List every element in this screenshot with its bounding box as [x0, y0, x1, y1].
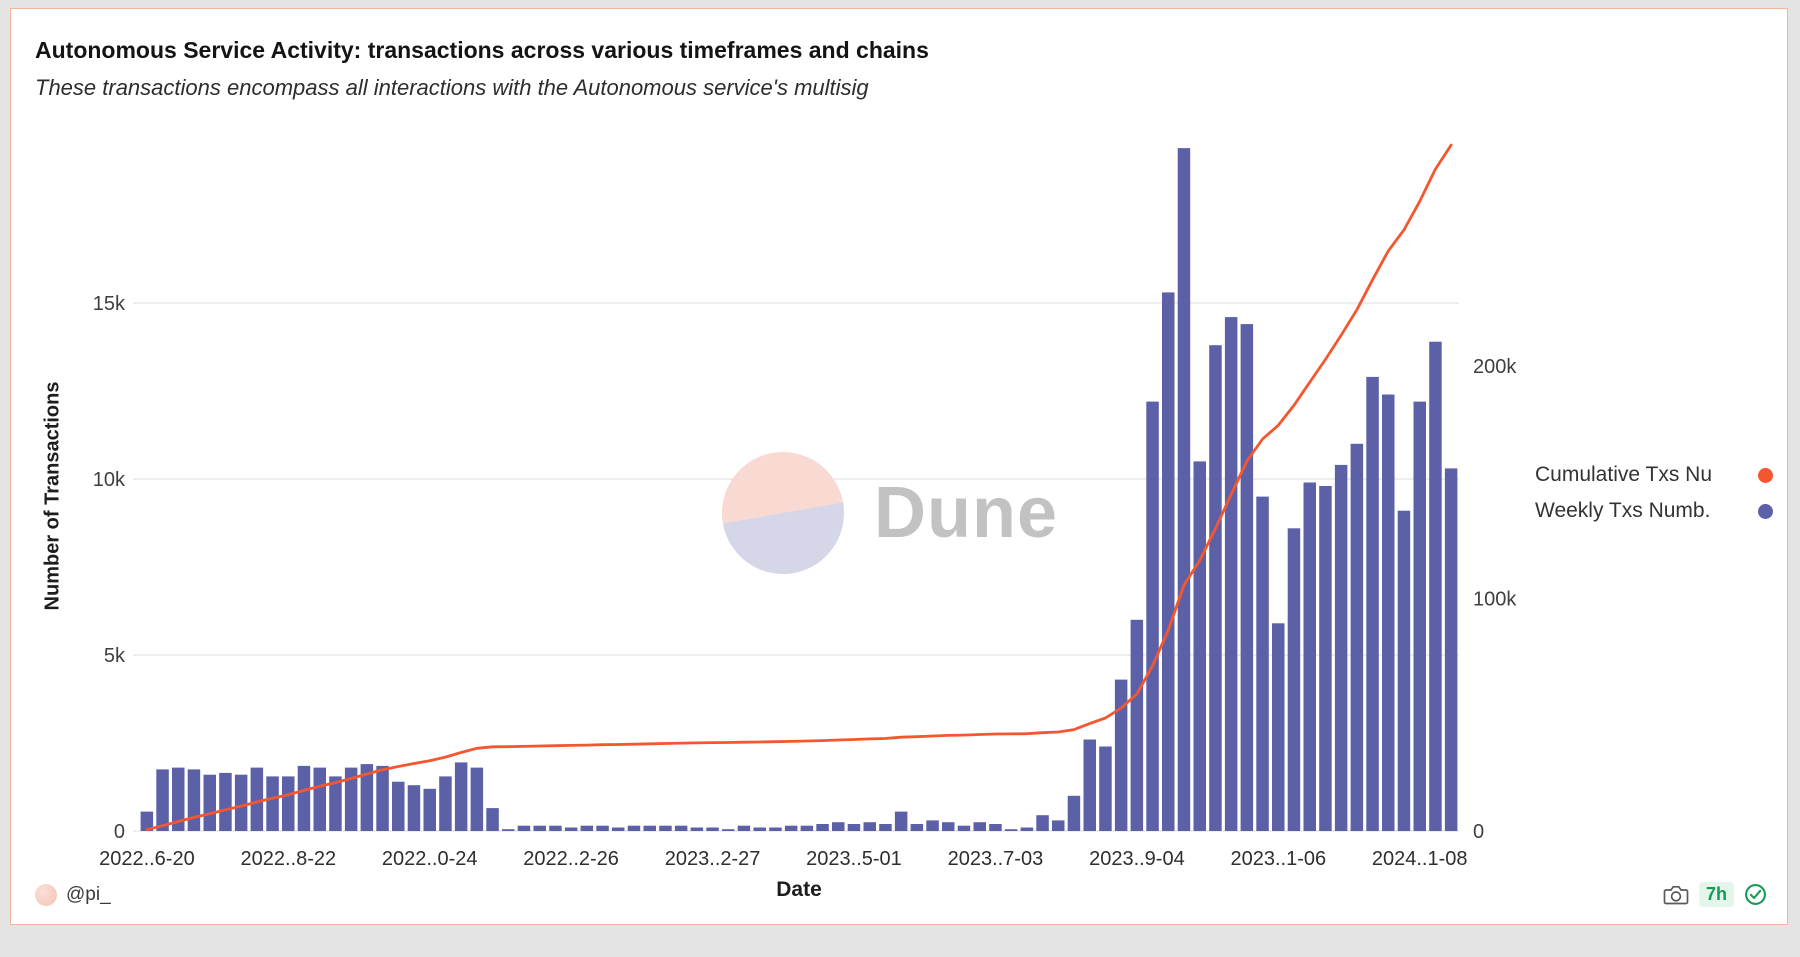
x-axis-title: Date: [776, 878, 822, 901]
svg-text:2022..2-26: 2022..2-26: [523, 848, 619, 870]
svg-text:15k: 15k: [93, 293, 126, 315]
chart-card: Autonomous Service Activity: transaction…: [10, 8, 1788, 925]
chart-title: Autonomous Service Activity: transaction…: [35, 37, 929, 63]
chart-canvas[interactable]: 0 5k 10k 15k 0 100k 200k 2022..6-20 2022..8-22 20…: [11, 9, 1787, 923]
author-name: @pi_: [66, 884, 111, 905]
svg-text:2023..9-04: 2023..9-04: [1089, 848, 1185, 870]
svg-text:200k: 200k: [1473, 356, 1517, 378]
chart-subtitle: These transactions encompass all interac…: [35, 75, 869, 100]
svg-text:2023..7-03: 2023..7-03: [948, 848, 1044, 870]
legend-label-cumulative: Cumulative Txs Nu: [1535, 463, 1713, 486]
svg-text:2022..8-22: 2022..8-22: [240, 848, 336, 870]
legend-item-weekly[interactable]: Weekly Txs Numb.: [1535, 499, 1773, 523]
svg-text:2022..6-20: 2022..6-20: [99, 848, 195, 870]
legend-dot-weekly-icon: [1758, 503, 1773, 519]
legend-item-cumulative[interactable]: Cumulative Txs Nu: [1535, 463, 1773, 487]
svg-text:10k: 10k: [93, 469, 126, 491]
svg-text:100k: 100k: [1473, 589, 1517, 611]
svg-text:2023..2-27: 2023..2-27: [665, 848, 761, 870]
author-avatar: [35, 884, 57, 906]
legend: Cumulative Txs Nu Weekly Txs Numb.: [1535, 463, 1773, 523]
legend-dot-cumulative-icon: [1758, 467, 1773, 483]
camera-button[interactable]: [1663, 884, 1689, 906]
camera-icon: [1663, 885, 1689, 904]
svg-text:2023..5-01: 2023..5-01: [806, 848, 902, 870]
footer-meta: 7h: [1663, 882, 1767, 907]
legend-label-weekly: Weekly Txs Numb.: [1535, 499, 1711, 522]
y-axis-title: Number of Transactions: [41, 381, 64, 611]
svg-text:0: 0: [1473, 821, 1484, 843]
check-circle-icon: [1745, 884, 1766, 905]
svg-text:2024..1-08: 2024..1-08: [1372, 848, 1468, 870]
svg-text:2022..0-24: 2022..0-24: [382, 848, 478, 870]
svg-text:5k: 5k: [104, 645, 126, 667]
last-run-age-badge: 7h: [1698, 882, 1734, 907]
author[interactable]: @pi_: [35, 884, 111, 906]
svg-text:0: 0: [114, 821, 125, 843]
svg-text:2023..1-06: 2023..1-06: [1230, 848, 1326, 870]
